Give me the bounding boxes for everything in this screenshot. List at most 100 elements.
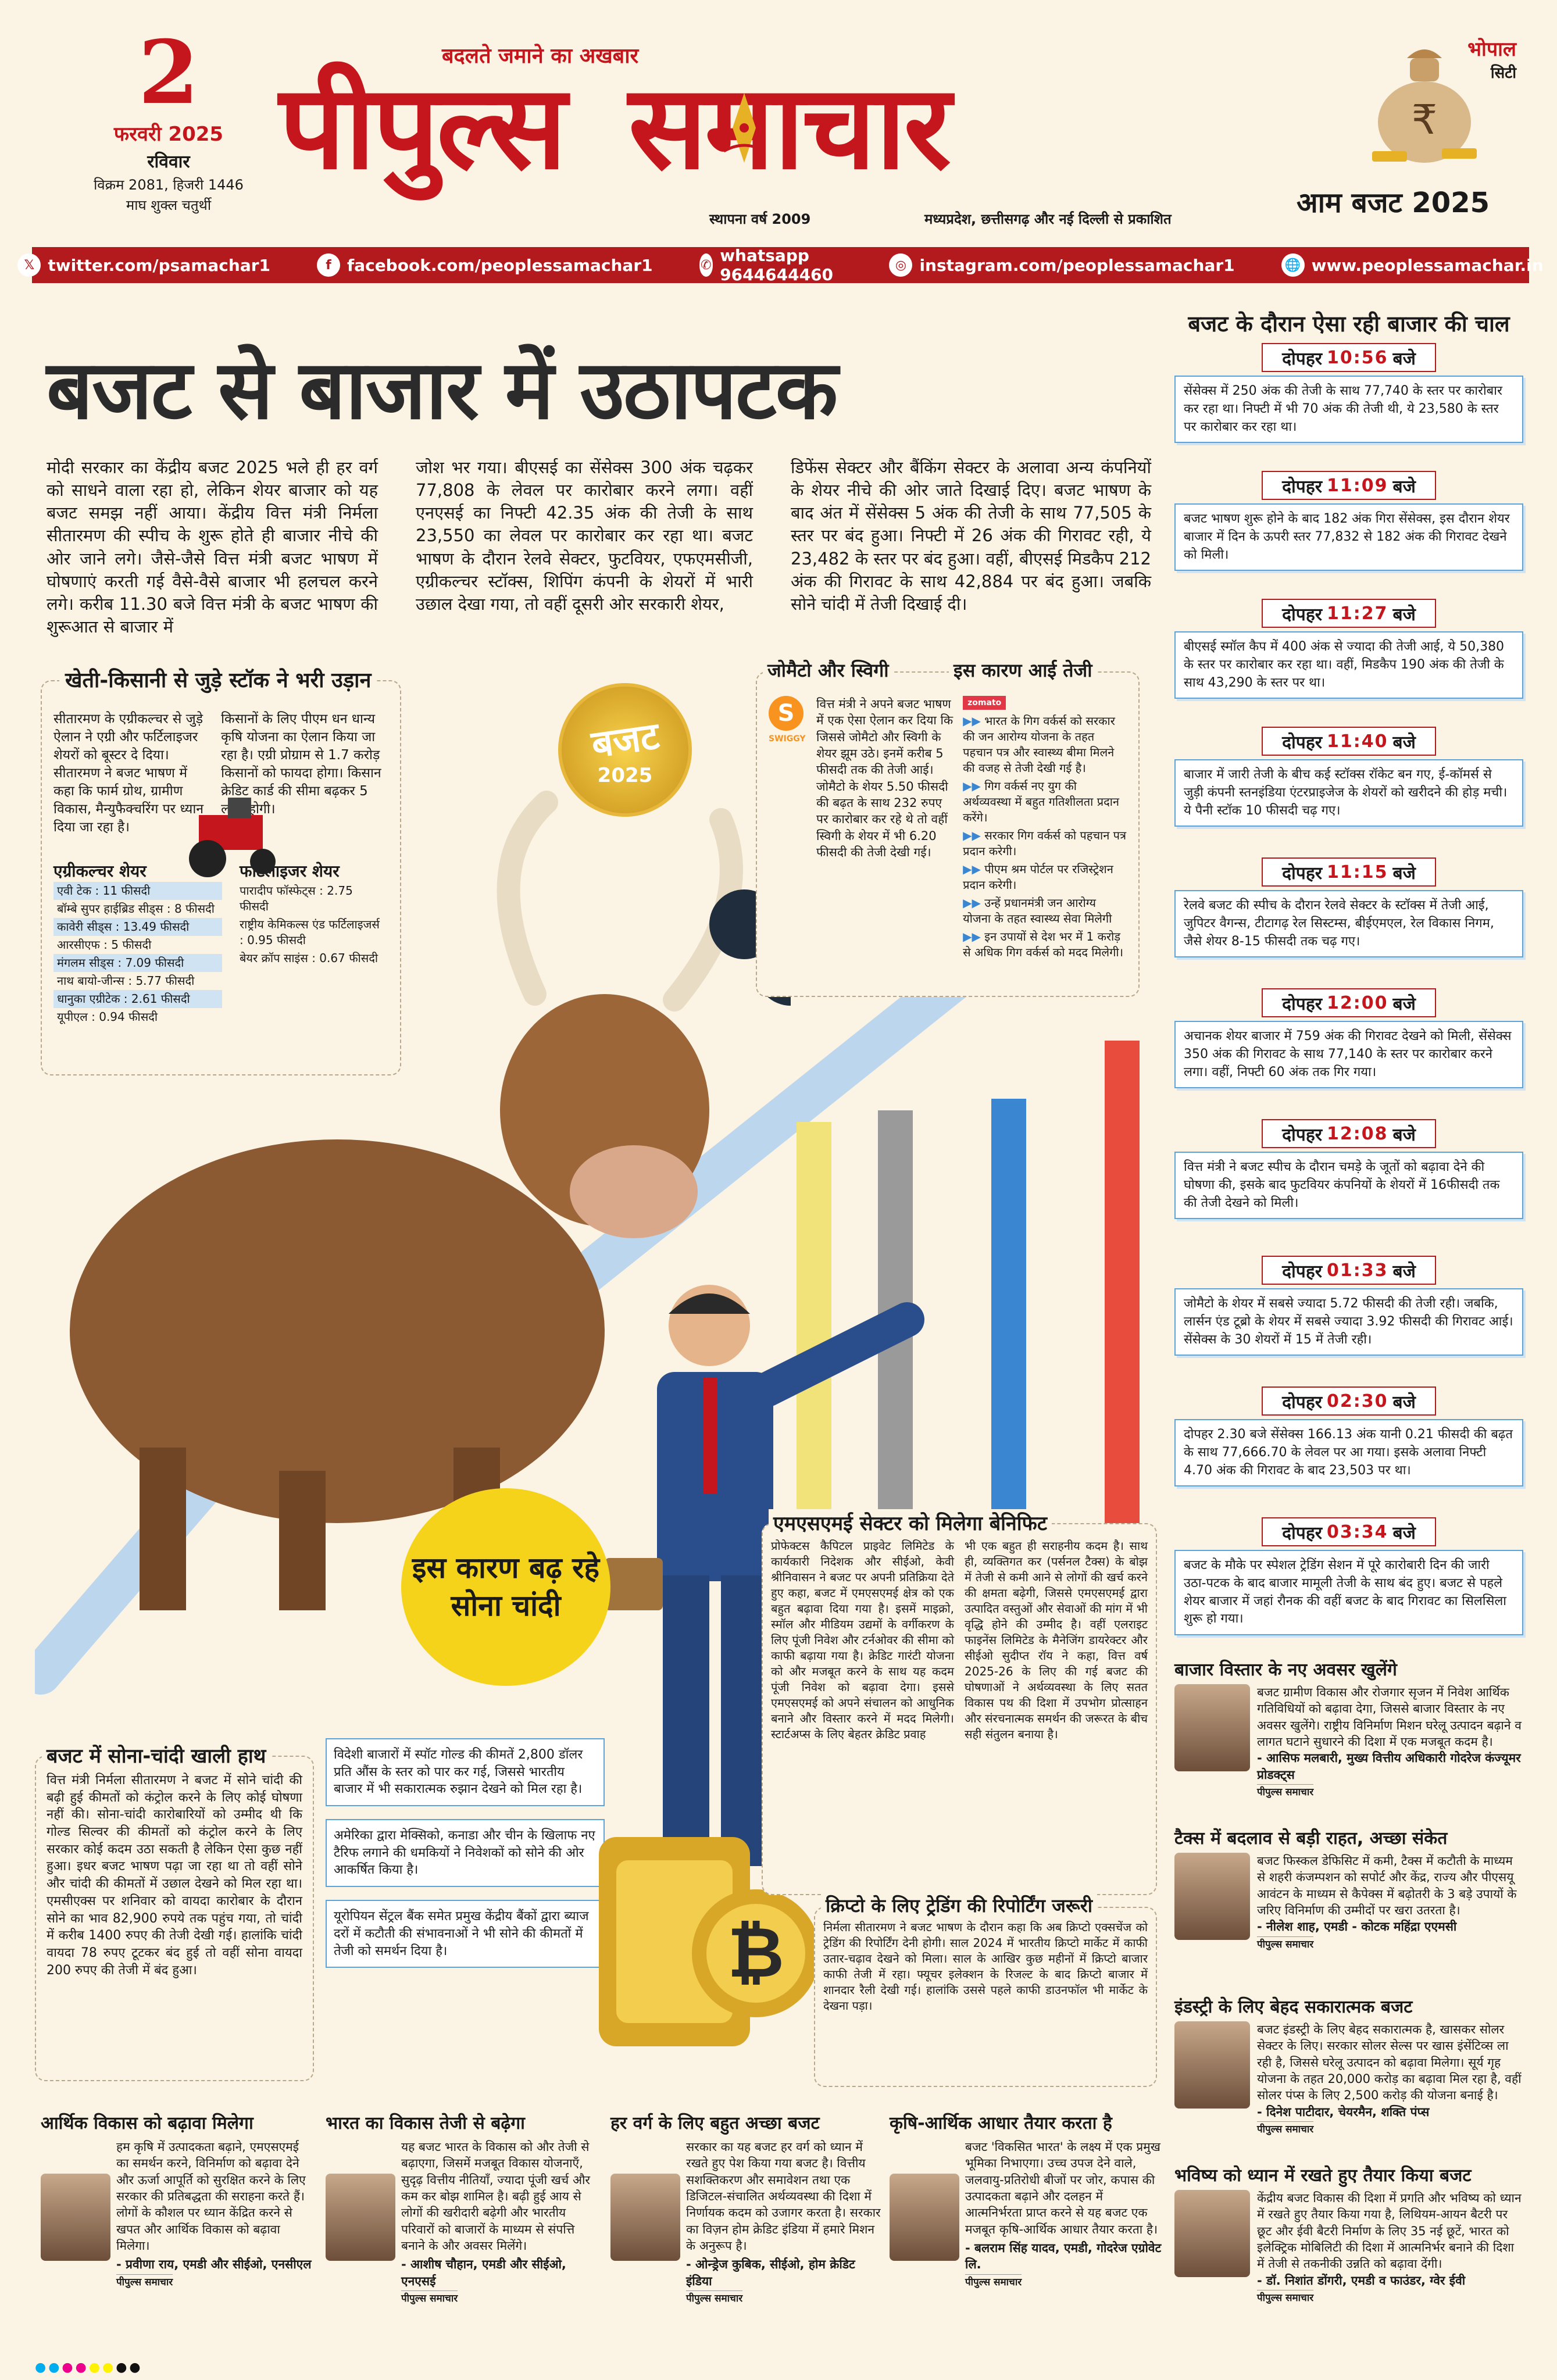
timeline-entry: दोपहर 11:40 बजे बाजार में जारी तेजी के बीच … xyxy=(1174,727,1523,827)
zomato-body: वित्त मंत्री ने अपने बजट भाषण में एक ऐसा… xyxy=(816,697,954,860)
whatsapp-link[interactable]: ✆ whatsapp 9644644460 xyxy=(699,246,843,284)
instagram-link[interactable]: ◎ instagram.com/peoplessamachar1 xyxy=(889,253,1235,277)
lead-col-3: डिफेंस सेक्टर और बैंकिंग सेक्टर के अलावा… xyxy=(791,458,1151,614)
date-weekday: रविवार xyxy=(147,152,190,172)
timeline-time: दोपहर 10:56 बजे xyxy=(1262,343,1436,372)
timeline-time: दोपहर 11:15 बजे xyxy=(1262,857,1436,887)
agri-share-item: बॉम्बे सुपर हाईब्रिड सीड्स : 8 फीसदी xyxy=(53,900,222,919)
bottom-opinion-card: भारत का विकास तेजी से बढ़ेगा यह बजट भारत … xyxy=(326,2110,599,2306)
newspaper-logo: पीपुल्स समाचार xyxy=(279,70,951,186)
reason-title: इस कारण आई तेजी xyxy=(949,657,1097,682)
avatar xyxy=(1174,2190,1250,2277)
timeline-entry: दोपहर 12:08 बजे वित्त मंत्री ने बजट स्पीच क… xyxy=(1174,1119,1523,1220)
photo-credit: पीपुल्स समाचार xyxy=(965,2274,1022,2289)
agri-list-title: एग्रीकल्चर शेयर xyxy=(53,862,147,881)
reason-item: ▶▶ इन उपायों से देश भर में 1 करोड़ से अध… xyxy=(963,930,1124,959)
date-samvat: विक्रम 2081, हिजरी 1446 xyxy=(94,177,244,193)
bottom-opinion-card: कृषि-आर्थिक आधार तैयार करता है बजट 'विकसि… xyxy=(890,2110,1163,2289)
opinion-body: बजट इंडस्ट्री के लिए बेहद सकारात्मक है, … xyxy=(1257,2022,1522,2103)
play-icon: ▶▶ xyxy=(963,862,985,876)
msme-col-1: प्रोफेक्टस कैपिटल प्राइवेट लिमिटेड के का… xyxy=(771,1539,954,1741)
timeline-title: बजट के दौरान ऐसा रही बाजार की चाल xyxy=(1188,311,1510,337)
opinion-title: हर वर्ग के लिए बहुत अच्छा बजट xyxy=(610,2113,820,2134)
opinion-body: बजट ग्रामीण विकास और रोजगार सृजन में निव… xyxy=(1257,1685,1522,1749)
timeline-text: दोपहर 2.30 बजे सेंसेक्स 166.13 अंक यानी … xyxy=(1174,1419,1523,1487)
agri-share-item: यूपीएल : 0.94 फीसदी xyxy=(53,1008,222,1027)
timeline-text: रेलवे बजट की स्पीच के दौरान रेलवे सेक्टर… xyxy=(1174,890,1523,958)
agri-share-list: एवी टेक : 11 फीसदी बॉम्बे सुपर हाईब्रिड स… xyxy=(53,882,222,1027)
reason-item: ▶▶ उन्हें प्रधानमंत्री जन आरोग्य योजना क… xyxy=(963,896,1112,925)
timeline-text: सेंसेक्स में 250 अंक की तेजी के साथ 77,7… xyxy=(1174,376,1523,444)
city-name: भोपाल xyxy=(1467,38,1516,61)
swiggy-logo-icon: S xyxy=(769,696,804,731)
opinion-body: सरकार का यह बजट हर वर्ग को ध्यान में रखत… xyxy=(686,2140,881,2253)
opinion-title: टैक्स में बदलाव से बड़ी राहत, अच्छा संके… xyxy=(1174,1828,1448,1849)
avatar xyxy=(326,2174,395,2261)
opinion-title: भारत का विकास तेजी से बढ़ेगा xyxy=(326,2113,525,2134)
website-link[interactable]: 🌐 www.peoplessamachar.in xyxy=(1281,253,1544,277)
facebook-link[interactable]: f facebook.com/peoplessamachar1 xyxy=(317,253,653,277)
fert-share-list: पारादीप फॉस्फेट्स : 2.75 फीसदी राष्ट्रीय … xyxy=(240,882,385,967)
timeline-entry: दोपहर 11:15 बजे रेलवे बजट की स्पीच के दौरान… xyxy=(1174,857,1523,958)
avatar xyxy=(1174,1853,1250,1940)
gold-body: वित्त मंत्री निर्मला सीतारमण ने बजट में … xyxy=(47,1773,302,1978)
gold-box: बजट में सोना-चांदी खाली हाथ वित्त मंत्री… xyxy=(35,1742,314,2081)
agri-share-item: कावेरी सीड्स : 13.49 फीसदी xyxy=(53,918,222,937)
gold-note-2: अमेरिका द्वारा मेक्सिको, कनाडा और चीन के… xyxy=(326,1819,605,1888)
photo-credit: पीपुल्स समाचार xyxy=(401,2290,458,2306)
reason-item: ▶▶ पीएम श्रम पोर्टल पर रजिस्ट्रेशन प्रदा… xyxy=(963,862,1113,892)
logo-right: समाचार xyxy=(628,60,951,195)
agri-share-item: धानुका एग्रीटेक : 2.61 फीसदी xyxy=(53,990,222,1009)
photo-credit: पीपुल्स समाचार xyxy=(1257,2290,1314,2305)
tractor-icon xyxy=(189,798,276,877)
opinion-card: टैक्स में बदलाव से बड़ी राहत, अच्छा संके… xyxy=(1174,1825,1523,1952)
avatar xyxy=(41,2174,110,2261)
agri-share-item: आरसीएफ : 5 फीसदी xyxy=(53,936,222,955)
play-icon: ▶▶ xyxy=(963,779,985,793)
timeline-text: अचानक शेयर बाजार में 759 अंक की गिरावट द… xyxy=(1174,1021,1523,1089)
gold-note-3: यूरोपियन सेंट्रल बैंक समेत प्रमुख केंद्र… xyxy=(326,1900,605,1968)
budget-2025-badge: बजट 2025 xyxy=(558,683,692,817)
timeline-time: दोपहर 12:08 बजे xyxy=(1262,1119,1436,1148)
fert-share-item: पारादीप फॉस्फेट्स : 2.75 फीसदी xyxy=(240,884,353,914)
photo-credit: पीपुल्स समाचार xyxy=(116,2274,173,2289)
opinion-body: केंद्रीय बजट विकास की दिशा में प्रगति और… xyxy=(1257,2191,1522,2271)
timeline-text: बजट भाषण शुरू होने के बाद 182 अंक गिरा स… xyxy=(1174,503,1523,571)
fert-share-item: राष्ट्रीय केमिकल्स एंड फर्टिलाइजर्स : 0.… xyxy=(240,917,380,948)
agri-share-item: नाथ बायो-जीन्स : 5.77 फीसदी xyxy=(53,972,222,991)
opinion-author: - नीलेश शाह, एमडी - कोटक महिंद्रा एएमसी xyxy=(1257,1920,1457,1934)
gold-note-1: विदेशी बाजारों में स्पॉट गोल्ड की कीमतें… xyxy=(326,1738,605,1807)
agri-title: खेती-किसानी से जुड़े स्टॉक ने भरी उड़ान xyxy=(59,665,377,694)
timeline-entry: दोपहर 12:00 बजे अचानक शेयर बाजार में 759 अं… xyxy=(1174,988,1523,1089)
reason-item: ▶▶ सरकार गिग वर्कर्स को पहचान पत्र प्रदा… xyxy=(963,828,1127,858)
opinion-title: भविष्य को ध्यान में रखते हुए तैयार किया … xyxy=(1174,2165,1472,2186)
agri-share-item: मंगलम सीड्स : 7.09 फीसदी xyxy=(53,954,222,973)
print-marks: ●●●●●●●● xyxy=(35,2360,143,2375)
photo-credit: पीपुल्स समाचार xyxy=(1257,1784,1314,1799)
lead-col-1: मोदी सरकार का केंद्रीय बजट 2025 भले ही ह… xyxy=(47,458,378,637)
bottom-opinion-card: हर वर्ग के लिए बहुत अच्छा बजट सरकार का यह… xyxy=(610,2110,884,2306)
swiggy-wordmark: SWIGGY xyxy=(769,734,806,744)
logo-left: पीपुल्स xyxy=(279,60,567,195)
opinion-author: - ओन्ड्रेज कुबिक, सीईओ, होम क्रेडिट इंडि… xyxy=(686,2257,855,2288)
opinion-card: इंडस्ट्री के लिए बेहद सकारात्मक बजट बजट इ… xyxy=(1174,1994,1523,2136)
play-icon: ▶▶ xyxy=(963,714,985,728)
date-day: 2 xyxy=(138,22,199,124)
opinion-author: - आसिफ मलबारी, मुख्य वित्तीय अधिकारी गोद… xyxy=(1257,1751,1521,1782)
bitcoin-icon: ₿ xyxy=(692,1889,820,2017)
timeline-time: दोपहर 02:30 बजे xyxy=(1262,1386,1436,1416)
timeline-heading: बजट के दौरान ऐसा रही बाजार की चाल xyxy=(1174,308,1523,346)
bottom-opinion-card: आर्थिक विकास को बढ़ावा मिलेगा हम कृषि में… xyxy=(41,2110,314,2289)
timeline-text: बाजार में जारी तेजी के बीच कई स्टॉक्स रॉ… xyxy=(1174,759,1523,827)
whatsapp-icon: ✆ xyxy=(699,253,713,277)
section-title: आम बजट 2025 xyxy=(1297,187,1490,219)
opinion-body: बजट 'विकसित भारत' के लक्ष्य में एक प्रमु… xyxy=(965,2140,1160,2236)
established-year: स्थापना वर्ष 2009 xyxy=(709,211,811,227)
fert-share-item: बेयर क्रॉप साइंस : 0.67 फीसदी xyxy=(240,951,378,966)
lead-col-2: जोश भर गया। बीएसई का सेंसेक्स 300 अंक चढ… xyxy=(416,458,753,614)
timeline-entry: दोपहर 11:09 बजे बजट भाषण शुरू होने के बाद 1… xyxy=(1174,471,1523,571)
opinion-author: - डॉ. निशांत डोंगरी, एमडी व फाउंडर, ग्वे… xyxy=(1257,2273,1466,2288)
opinion-author: - प्रवीणा राय, एमडी और सीईओ, एनसीएल xyxy=(116,2257,312,2272)
